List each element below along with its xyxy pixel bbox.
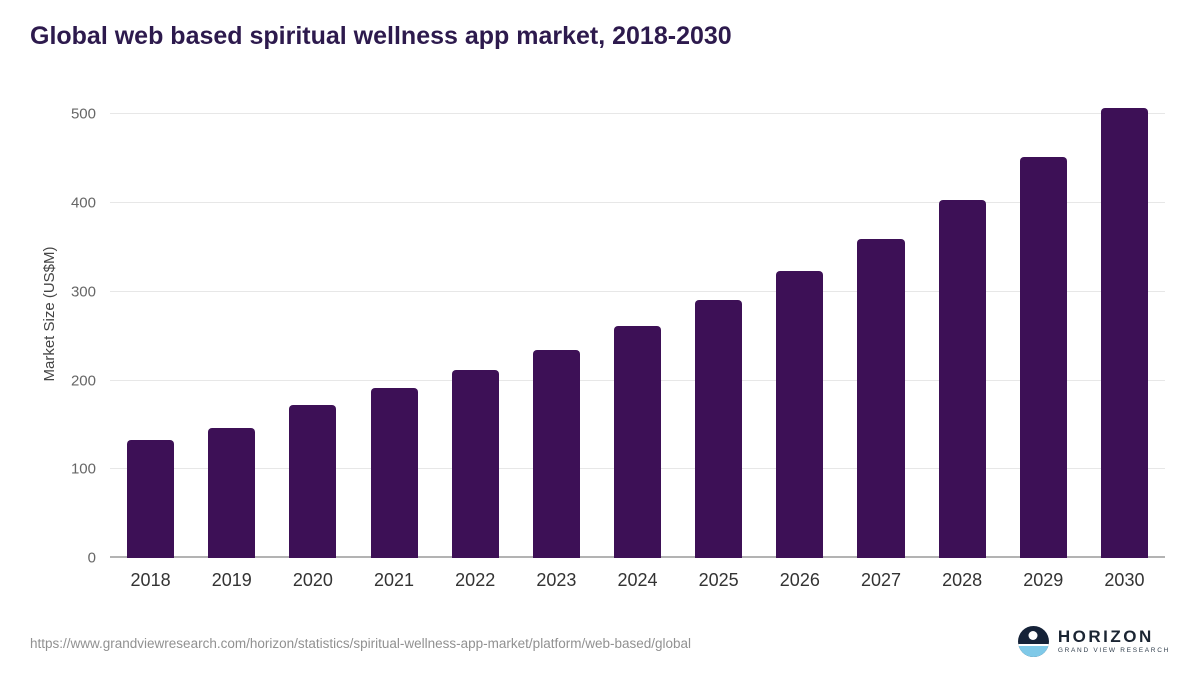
bar-column [110,70,191,558]
bar-2030 [1100,108,1148,558]
logo-subtitle: GRAND VIEW RESEARCH [1057,647,1170,655]
y-tick-label: 500 [70,105,96,123]
bar-column [840,70,921,558]
bar-column [435,70,516,558]
horizon-logo: HORIZON GRAND VIEW RESEARCH [1017,626,1170,657]
x-tick-label: 2018 [130,570,171,590]
bar-column [272,70,353,558]
source-url: https://www.grandviewresearch.com/horizo… [30,636,692,651]
x-tick-label: 2027 [860,570,901,590]
x-tick-label: 2021 [374,570,415,590]
bar-2029 [1019,156,1067,558]
y-tick-label: 200 [70,372,96,390]
bar-column [516,70,597,558]
x-tick-label: 2022 [455,570,496,590]
bar-2028 [938,199,986,558]
y-tick-label: 400 [70,194,96,212]
horizon-logo-text: HORIZON GRAND VIEW RESEARCH [1058,628,1170,655]
bar-column [1003,70,1084,558]
horizon-logo-icon [1017,626,1049,657]
x-tick-label: 2029 [1023,570,1064,590]
x-tick-label: 2026 [779,570,820,590]
bar-chart: Market Size (US$M) 0 100 200 300 400 500 2018… [41,70,1165,590]
bar-column [678,70,759,558]
gridline [110,202,1165,204]
bar-column [759,70,840,558]
x-tick-label: 2030 [1104,570,1145,590]
bar-2018 [127,440,175,558]
bar-2020 [289,404,337,558]
bar-column [1084,70,1165,558]
bar-2026 [776,271,824,558]
bar-column [191,70,272,558]
bar-column [597,70,678,558]
x-axis-labels: 2018 2019 2020 2021 2022 2023 2024 2025 2026 2027… [110,570,1165,591]
x-tick-label: 2028 [942,570,983,590]
bar-2025 [695,299,743,558]
y-tick-label: 0 [87,549,96,567]
y-tick-label: 300 [70,283,96,301]
bar-2019 [208,428,256,558]
bar-column [353,70,434,558]
chart-title: Global web based spiritual wellness app … [30,22,732,50]
x-tick-label: 2024 [617,570,658,590]
bars-container [110,70,1165,558]
x-tick-label: 2023 [536,570,577,590]
y-axis-label: Market Size (US$M) [41,246,58,382]
bar-column [922,70,1003,558]
gridline [110,113,1165,115]
bar-2024 [613,326,662,558]
bar-2023 [532,349,580,558]
logo-title: HORIZON [1057,627,1154,647]
bar-2027 [857,238,905,558]
x-tick-label: 2020 [292,570,333,590]
gridline [110,290,1165,292]
bar-2021 [370,387,418,558]
bar-2022 [451,369,499,558]
x-tick-label: 2025 [698,570,739,590]
x-tick-label: 2019 [211,570,252,590]
y-tick-label: 100 [70,460,96,478]
